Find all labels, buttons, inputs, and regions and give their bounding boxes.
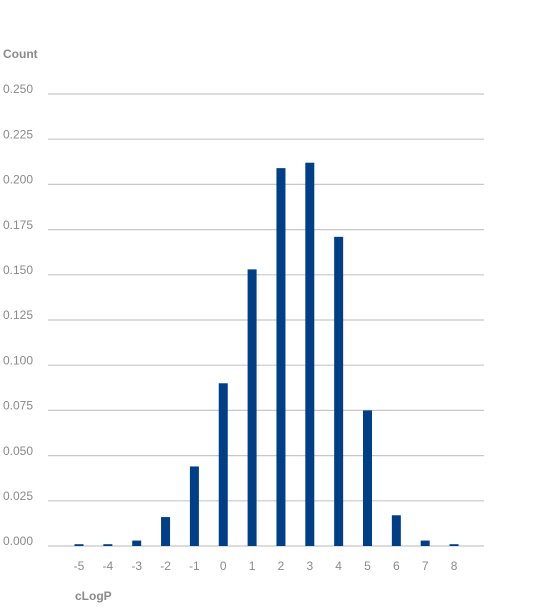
y-axis-title: Count <box>3 47 38 61</box>
y-tick-label: 0.000 <box>3 534 33 548</box>
bar <box>334 236 344 546</box>
x-tick-label: 5 <box>364 559 371 573</box>
x-tick-label: -3 <box>131 559 142 573</box>
x-tick-label: 1 <box>249 559 256 573</box>
bar <box>218 383 228 546</box>
y-tick-label: 0.100 <box>3 353 33 367</box>
bar <box>420 540 430 546</box>
y-tick-label: 0.175 <box>3 218 33 232</box>
bar <box>247 269 257 546</box>
bar <box>161 517 171 546</box>
bar <box>391 515 401 546</box>
x-tick-label: 2 <box>278 559 285 573</box>
bar <box>276 168 286 547</box>
x-tick-label: -5 <box>74 559 85 573</box>
x-axis-title: cLogP <box>75 589 112 603</box>
y-tick-label: 0.075 <box>3 399 33 413</box>
y-tick-label: 0.200 <box>3 173 33 187</box>
bar <box>449 544 459 546</box>
y-tick-label: 0.050 <box>3 444 33 458</box>
x-tick-label: -4 <box>103 559 114 573</box>
y-tick-label: 0.125 <box>3 308 33 322</box>
x-tick-label: -2 <box>160 559 171 573</box>
x-tick-label: 0 <box>220 559 227 573</box>
x-tick-label: 3 <box>306 559 313 573</box>
bar <box>363 410 372 546</box>
bar <box>305 162 315 547</box>
bar <box>189 466 199 546</box>
x-tick-label: 4 <box>335 559 342 573</box>
bar <box>103 544 113 546</box>
y-tick-label: 0.250 <box>3 82 33 96</box>
y-tick-label: 0.025 <box>3 489 33 503</box>
bar <box>74 544 84 546</box>
bar <box>132 540 142 546</box>
x-tick-label: -1 <box>189 559 200 573</box>
x-tick-label: 6 <box>393 559 400 573</box>
y-tick-label: 0.225 <box>3 127 33 141</box>
x-tick-label: 8 <box>451 559 458 573</box>
y-tick-label: 0.150 <box>3 263 33 277</box>
x-tick-label: 7 <box>422 559 429 573</box>
